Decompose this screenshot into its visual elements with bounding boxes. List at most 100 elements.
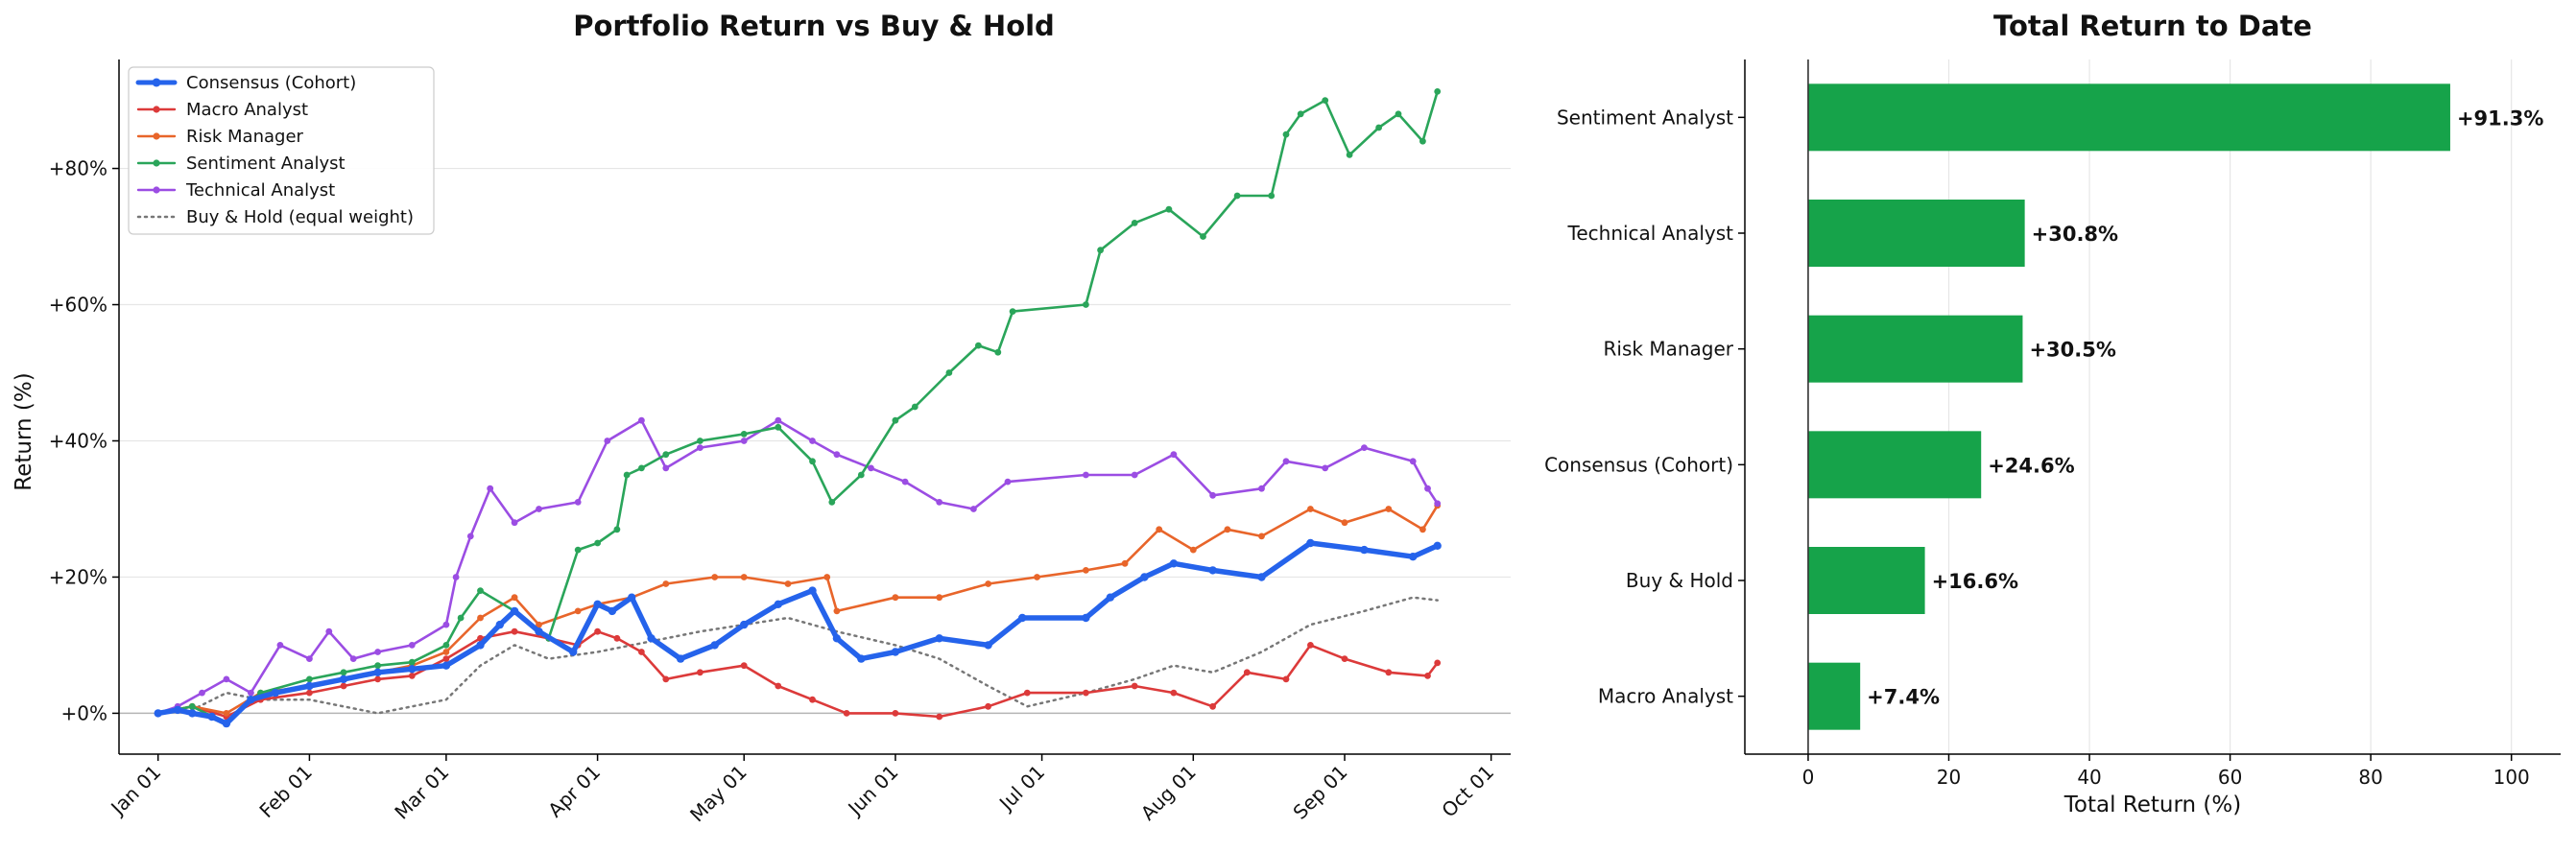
data-point bbox=[638, 649, 645, 655]
data-point bbox=[1083, 471, 1089, 479]
data-point bbox=[638, 416, 645, 424]
data-point bbox=[510, 606, 519, 616]
data-point bbox=[511, 519, 518, 527]
legend-entry-buy-hold-equal-weight: Buy & Hold (equal weight) bbox=[136, 207, 414, 227]
data-point bbox=[833, 451, 841, 459]
data-point bbox=[569, 648, 578, 656]
data-point bbox=[408, 673, 416, 679]
data-point bbox=[710, 641, 719, 650]
data-point bbox=[1083, 301, 1089, 308]
legend-entry-macro-analyst: Macro Analyst bbox=[136, 100, 308, 120]
legend-marker bbox=[153, 132, 160, 140]
y-tick-label: +0% bbox=[61, 701, 108, 724]
data-point bbox=[892, 416, 899, 424]
data-point bbox=[936, 499, 943, 506]
data-point bbox=[306, 689, 313, 697]
data-point bbox=[711, 574, 719, 580]
data-point bbox=[1434, 500, 1442, 508]
y-tick-label: +60% bbox=[49, 294, 107, 317]
data-point bbox=[1385, 506, 1393, 512]
data-point bbox=[775, 682, 782, 690]
data-point bbox=[1282, 130, 1290, 138]
data-point bbox=[349, 655, 357, 662]
data-point bbox=[1268, 192, 1276, 200]
series-line bbox=[156, 596, 1439, 715]
legend-entry-risk-manager: Risk Manager bbox=[136, 127, 304, 147]
y-tick-label: +20% bbox=[49, 565, 107, 588]
data-point bbox=[1023, 689, 1031, 697]
data-point bbox=[1341, 655, 1348, 662]
data-point bbox=[697, 669, 704, 676]
data-point bbox=[1360, 545, 1369, 555]
data-point bbox=[891, 648, 900, 656]
data-point bbox=[511, 627, 518, 635]
data-point bbox=[442, 621, 450, 628]
data-point bbox=[1009, 308, 1016, 315]
data-point bbox=[647, 634, 656, 643]
legend-marker bbox=[153, 186, 160, 194]
line-chart-series bbox=[154, 88, 1442, 728]
data-point bbox=[1419, 137, 1426, 145]
data-point bbox=[1170, 689, 1178, 697]
data-point bbox=[593, 600, 602, 608]
data-point bbox=[1243, 669, 1251, 676]
line-chart-legend: Consensus (Cohort) Macro Analyst Risk Mana… bbox=[128, 66, 435, 235]
data-point bbox=[608, 606, 617, 616]
data-point bbox=[1131, 682, 1138, 690]
data-point bbox=[325, 627, 333, 635]
data-point bbox=[1170, 451, 1178, 459]
data-point bbox=[901, 478, 909, 485]
bar-rect bbox=[1807, 431, 1982, 499]
bar-chart-title: Total Return to Date bbox=[1993, 10, 2312, 42]
data-point bbox=[975, 342, 982, 349]
category-label: Sentiment Analyst bbox=[1557, 106, 1733, 129]
data-point bbox=[207, 712, 216, 722]
data-point bbox=[306, 675, 313, 683]
data-point bbox=[984, 641, 992, 650]
data-point bbox=[740, 620, 749, 629]
data-point bbox=[784, 580, 792, 587]
x-tick-label: 0 bbox=[1802, 766, 1815, 789]
data-point bbox=[1419, 526, 1426, 533]
legend-label: Consensus (Cohort) bbox=[186, 73, 356, 93]
bar-rect bbox=[1807, 83, 2450, 152]
data-point bbox=[536, 506, 542, 512]
data-point bbox=[408, 665, 417, 674]
bar-macro-analyst: +7.4% bbox=[1807, 662, 1940, 730]
data-point bbox=[857, 654, 866, 663]
data-point bbox=[1375, 124, 1382, 131]
data-point bbox=[574, 546, 582, 554]
data-point bbox=[740, 438, 748, 444]
category-label: Buy & Hold bbox=[1626, 569, 1733, 592]
data-point bbox=[833, 607, 841, 615]
data-point bbox=[1361, 444, 1368, 451]
bar-value-label: +30.5% bbox=[2029, 339, 2115, 362]
data-point bbox=[536, 621, 542, 628]
data-point bbox=[594, 539, 601, 547]
data-point bbox=[1004, 478, 1012, 485]
data-point bbox=[374, 662, 381, 670]
data-point bbox=[809, 438, 816, 444]
data-point bbox=[340, 682, 347, 690]
data-point bbox=[511, 594, 518, 602]
category-label: Risk Manager bbox=[1604, 338, 1734, 361]
data-point bbox=[1018, 613, 1027, 623]
data-point bbox=[1097, 247, 1104, 254]
category-label: Technical Analyst bbox=[1567, 222, 1734, 245]
data-point bbox=[740, 662, 748, 670]
data-point bbox=[662, 451, 670, 459]
data-point bbox=[1409, 553, 1418, 561]
data-point bbox=[1322, 464, 1329, 472]
line-chart-title: Portfolio Return vs Buy & Hold bbox=[573, 10, 1055, 42]
data-point bbox=[613, 634, 621, 642]
legend-marker bbox=[152, 78, 161, 87]
data-point bbox=[1385, 669, 1393, 676]
data-point bbox=[857, 471, 865, 479]
data-point bbox=[188, 709, 197, 718]
data-point bbox=[1034, 574, 1040, 580]
series-line bbox=[155, 540, 1441, 726]
series-consensus-cohort bbox=[154, 538, 1442, 728]
category-label: Consensus (Cohort) bbox=[1544, 453, 1733, 476]
data-point bbox=[373, 668, 382, 676]
